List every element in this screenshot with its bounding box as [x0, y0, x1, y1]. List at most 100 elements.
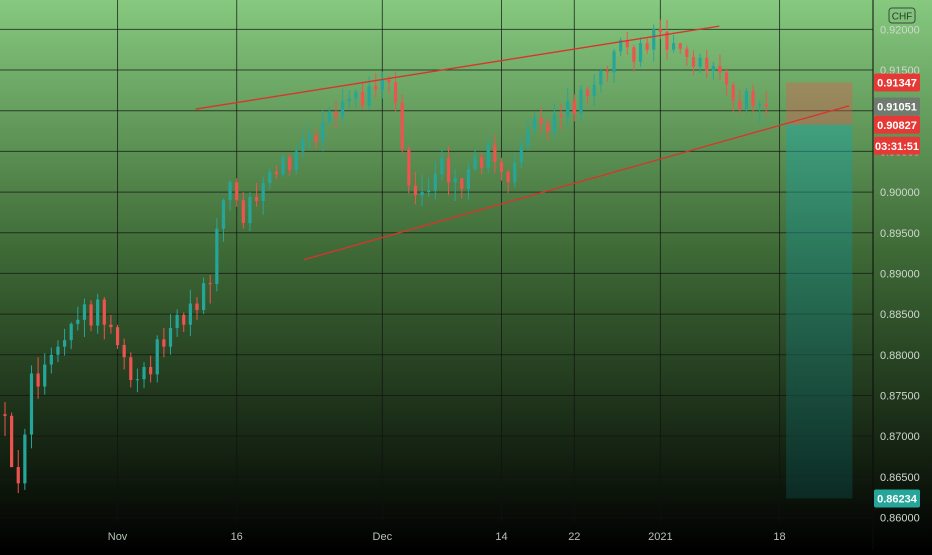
candle-body [10, 415, 14, 468]
candle-body [632, 47, 636, 62]
candle-body [751, 91, 755, 106]
candle-body [446, 157, 451, 183]
candle-body [155, 339, 159, 375]
candle-body [149, 367, 153, 375]
candle-body [724, 72, 729, 85]
time-tick-label: 16 [231, 531, 243, 543]
candle-body [49, 354, 53, 365]
candle-body [268, 171, 272, 184]
candle-body [599, 70, 603, 85]
candle-body [235, 182, 239, 201]
candle-body [380, 79, 384, 90]
candle-body [572, 100, 576, 114]
price-tick-label: 0.92000 [880, 24, 920, 36]
candle-body [652, 29, 656, 50]
candle-body [281, 157, 285, 175]
candle-body [314, 135, 318, 142]
target-zone [786, 82, 853, 125]
price-badge-box [874, 97, 920, 116]
candle-body [221, 200, 226, 229]
price-tick-label: 0.86000 [880, 513, 920, 525]
candle-body [89, 304, 93, 326]
price-badge-box [874, 489, 920, 508]
candle-body [129, 357, 133, 381]
candle-body [122, 345, 126, 358]
candle-body [738, 100, 742, 110]
candle-body [168, 327, 173, 347]
time-tick-label: 22 [568, 531, 580, 543]
candle-body [327, 112, 331, 123]
candle-body [341, 101, 345, 117]
candle-body [69, 323, 73, 341]
candle-body [374, 86, 378, 90]
time-tick-label: 14 [495, 531, 507, 543]
symbol-badge-text: CHF [892, 12, 913, 23]
trendline [195, 25, 720, 110]
price-badge-box [874, 73, 920, 92]
time-axis[interactable]: Nov 16 Dec 14 22 2021 18 [108, 531, 786, 543]
candle-body [301, 139, 305, 152]
candle-body [691, 57, 696, 67]
candle-body [453, 178, 457, 183]
candle-body [321, 122, 325, 142]
candle-body [195, 303, 199, 311]
candle-body [539, 118, 543, 124]
candle-body [142, 367, 146, 380]
candle-body [56, 346, 60, 355]
price-badge-label: 0.86234 [877, 493, 918, 505]
chart-grid [0, 0, 873, 522]
candle-body [638, 43, 643, 62]
candle-body [486, 144, 490, 168]
candle-body [294, 151, 298, 171]
price-badge-box [874, 115, 920, 134]
candle-body [579, 89, 583, 114]
symbol-badge-box [888, 7, 916, 24]
candle-body [347, 98, 351, 102]
candle-body [241, 200, 245, 223]
candle-body [23, 434, 27, 484]
candle-body [698, 57, 702, 67]
candle-body [526, 129, 530, 146]
candle-body [466, 169, 470, 189]
candle-body [658, 29, 662, 32]
candle-body [135, 379, 139, 381]
candle-body [744, 91, 749, 110]
candle-body [731, 84, 735, 101]
price-badge-label: 0.91051 [877, 102, 917, 114]
candle-body [62, 340, 67, 347]
candle-body [162, 339, 166, 347]
candle-body [274, 171, 279, 175]
price-tick-label: 0.86500 [880, 472, 920, 484]
candle-body [82, 304, 87, 320]
candle-body [519, 145, 523, 163]
candle-body [175, 314, 179, 328]
candle-body [307, 135, 312, 140]
price-tick-label: 0.89500 [880, 228, 920, 240]
time-tick-label: Dec [373, 531, 393, 543]
candle-body [758, 104, 762, 106]
candle-body [413, 185, 418, 196]
candle-body [480, 157, 484, 168]
candle-body [433, 174, 437, 191]
candle-body [96, 299, 100, 326]
price-tick-label: 0.89000 [880, 268, 920, 280]
candle-body [592, 84, 596, 97]
candle-body [711, 65, 715, 71]
candle-body [612, 51, 616, 73]
candle-body [115, 327, 120, 346]
candle-body [506, 171, 510, 183]
candle-body [559, 114, 563, 117]
candle-body [513, 162, 517, 183]
time-tick-label: 18 [773, 531, 785, 543]
candle-body [705, 57, 709, 71]
trendline [304, 105, 850, 261]
candle-body [585, 89, 590, 97]
candle-body [533, 118, 537, 130]
symbol-badge[interactable]: CHF [888, 7, 916, 24]
candle-body [228, 182, 232, 201]
candle-body [29, 373, 34, 435]
candle-body [36, 373, 40, 387]
candle-body [440, 157, 444, 175]
